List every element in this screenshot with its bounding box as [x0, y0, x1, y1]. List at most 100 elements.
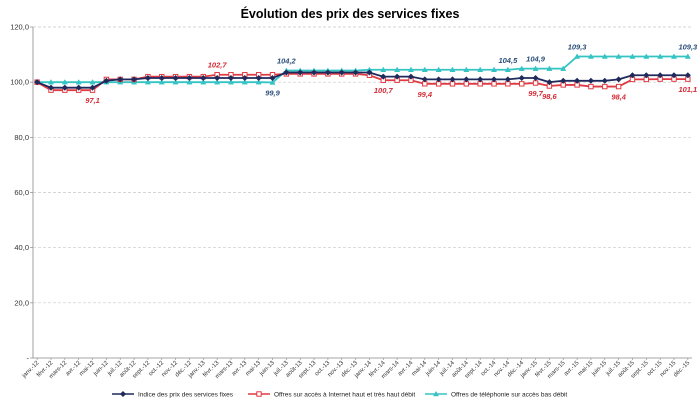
data-point-2 [255, 79, 262, 85]
data-label: 99,4 [417, 90, 432, 99]
x-tick-label: juin-15 [591, 360, 609, 378]
y-tick-label: 100,0 [10, 78, 29, 87]
data-point-2 [227, 79, 235, 85]
y-tick-label: 80,0 [14, 133, 29, 142]
data-point-0 [532, 75, 539, 82]
data-point-0 [61, 84, 68, 91]
data-point-0 [172, 75, 179, 82]
data-point-2 [643, 53, 650, 59]
data-point-2 [532, 65, 539, 71]
data-point-2 [601, 53, 608, 59]
y-tick-label: 40,0 [14, 243, 29, 252]
data-point-2 [449, 66, 456, 73]
data-point-0 [89, 84, 96, 91]
data-point-0 [670, 72, 678, 79]
data-label: 99,7 [528, 89, 543, 98]
data-point-0 [200, 75, 207, 82]
data-point-0 [352, 69, 359, 76]
data-point-2 [657, 53, 664, 59]
data-point-0 [435, 76, 442, 83]
data-point-0 [297, 69, 304, 76]
data-point-2 [200, 79, 207, 85]
y-tick-label: 20,0 [14, 298, 29, 307]
legend-marker [432, 390, 440, 397]
data-point-0 [47, 84, 55, 91]
data-point-0 [407, 73, 414, 80]
data-point-2 [269, 79, 276, 85]
legend-marker [256, 391, 262, 397]
data-label: 101,1 [678, 85, 697, 94]
data-point-1 [588, 83, 594, 90]
data-point-0 [643, 72, 650, 79]
data-point-0 [518, 75, 525, 82]
data-point-0 [560, 77, 567, 84]
y-tick-label: - [27, 354, 30, 363]
data-point-1 [615, 83, 622, 90]
data-label: 98,6 [542, 92, 557, 101]
data-label: 99,9 [265, 88, 280, 97]
data-point-0 [574, 77, 581, 84]
data-point-1 [602, 83, 608, 90]
data-label: 98,4 [611, 93, 626, 102]
data-point-0 [490, 76, 498, 83]
data-point-0 [227, 75, 235, 82]
data-point-2 [546, 65, 553, 71]
data-point-2 [89, 79, 96, 85]
data-point-0 [587, 77, 594, 84]
x-tick-label: juin-12 [92, 360, 110, 378]
data-point-2 [144, 79, 151, 85]
data-point-0 [629, 72, 636, 79]
data-point-2 [518, 65, 525, 71]
data-point-0 [463, 76, 470, 83]
data-point-0 [657, 72, 664, 79]
data-point-2 [615, 53, 622, 59]
data-point-0 [394, 73, 401, 80]
data-point-2 [214, 79, 221, 85]
legend-label: Offres sur accès à Internet haut et très… [274, 391, 415, 398]
data-point-0 [684, 72, 691, 79]
data-point-2 [380, 66, 387, 73]
data-point-0 [131, 76, 138, 83]
data-point-0 [283, 69, 290, 76]
data-point-0 [255, 75, 262, 82]
data-label: 109,3 [678, 43, 698, 52]
data-point-2 [435, 66, 442, 73]
data-point-2 [407, 66, 414, 73]
data-point-2 [629, 53, 636, 59]
data-point-0 [117, 76, 124, 83]
data-point-2 [504, 66, 511, 73]
data-point-2 [61, 79, 68, 85]
data-point-0 [380, 73, 387, 80]
x-tick-label: déc.-15 [673, 360, 692, 379]
data-point-0 [186, 75, 193, 82]
data-point-2 [587, 53, 594, 59]
legend-label: Indice des prix des services fixes [138, 391, 234, 398]
data-point-0 [601, 77, 608, 84]
data-point-2 [490, 66, 498, 73]
data-point-2 [186, 79, 193, 85]
data-point-0 [615, 76, 622, 83]
y-tick-label: 120,0 [10, 23, 29, 32]
data-point-2 [560, 65, 567, 71]
data-point-0 [158, 75, 165, 82]
data-point-2 [75, 79, 82, 85]
data-point-0 [449, 76, 456, 83]
data-point-2 [47, 79, 55, 85]
data-label: 104,5 [498, 56, 518, 65]
data-point-1 [519, 81, 525, 87]
data-point-0 [421, 76, 428, 83]
data-point-0 [75, 84, 82, 91]
series-line-2 [37, 55, 688, 84]
data-point-2 [421, 66, 428, 73]
data-point-0 [546, 79, 553, 86]
data-label: 97,1 [85, 96, 100, 105]
data-point-2 [394, 66, 401, 73]
y-tick-label: 60,0 [14, 188, 29, 197]
data-point-2 [172, 79, 179, 85]
data-point-0 [477, 76, 484, 83]
data-point-0 [241, 75, 248, 82]
data-point-0 [504, 76, 511, 83]
data-point-0 [366, 69, 373, 76]
